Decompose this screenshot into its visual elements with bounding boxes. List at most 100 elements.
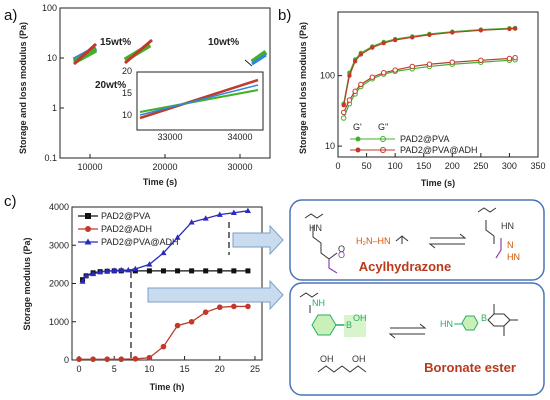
- annotation-arrow: [244, 59, 253, 67]
- panel-a-xtick-1: 20000: [152, 162, 177, 172]
- panel-a-xticks: 10000 20000 30000: [77, 154, 253, 172]
- panel-c-point-0: [175, 268, 181, 274]
- panel-c-xtick-3: 15: [180, 364, 190, 374]
- dioxaborinane-ring: [487, 304, 518, 336]
- panel-c-ylabel: Storage modulus (Pa): [22, 237, 32, 330]
- annotation-20wt: 20wt%: [95, 80, 126, 91]
- panel-c-xtick-4: 20: [215, 364, 225, 374]
- panel-a-ylabel: Storage and loss modulus (Pa): [18, 22, 28, 154]
- boronate-nh: NH: [312, 298, 325, 308]
- panel-b-chart: 10 100 0 50 100 150 200 250 300 350 Time (s) Sto…: [298, 11, 546, 188]
- panel-a-xtick-2: 30000: [227, 162, 252, 172]
- panel-b-point-1-g1: [381, 40, 386, 46]
- boronate-equilibrium-arrows: [388, 323, 427, 339]
- panel-b-point-1-g1: [507, 26, 512, 32]
- panel-c-yticks: 0 1000 2000 3000 4000: [49, 202, 76, 365]
- boronate-b-right: B: [481, 313, 487, 323]
- panel-c-ytick-4: 4000: [49, 202, 69, 212]
- panel-b-point-1-g2: [409, 63, 415, 70]
- panel-c-point-1: [188, 318, 195, 325]
- panel-c-point-2: [160, 249, 167, 256]
- panel-c-label: c): [4, 193, 17, 210]
- panel-c-xtick-0: 0: [77, 364, 82, 374]
- panel-a-label: a): [4, 7, 17, 24]
- panel-c-point-2: [125, 266, 132, 273]
- boronate-box: [289, 282, 545, 396]
- panel-b-point-1-g1: [347, 73, 352, 78]
- panel-c-point-2: [111, 267, 118, 273]
- panel-b-xtick-2: 100: [388, 161, 403, 171]
- panel-c-point-2: [90, 270, 97, 277]
- panel-b-point-1-g2: [512, 54, 518, 61]
- panel-c-point-2: [244, 207, 251, 214]
- panel-c-point-1: [90, 356, 96, 363]
- panel-a-xlabel: Time (s): [143, 177, 177, 187]
- panel-c-point-0: [245, 268, 251, 274]
- boronate-oh-left: OH: [353, 313, 367, 323]
- legend-marker-c-pva-adh: [84, 238, 92, 245]
- panel-c-ytick-2: 2000: [49, 279, 69, 289]
- acylhydrazone-box: [289, 199, 545, 281]
- panel-b-xtick-5: 250: [473, 161, 488, 171]
- panel-c-xtick-2: 10: [144, 364, 154, 374]
- panel-c-point-1: [231, 303, 237, 310]
- inset-ytick-20: 20: [122, 66, 132, 76]
- panel-c-point-2: [83, 272, 90, 279]
- panel-a-inset: 20 15 10 33000 34000: [122, 66, 264, 142]
- panel-c-point-2: [230, 209, 237, 215]
- panel-b-label: b): [278, 7, 291, 24]
- arrow-to-acylhydrazone: [232, 224, 284, 256]
- panel-b-ytick-0: 10: [325, 141, 335, 151]
- panel-b-point-1-g1: [478, 28, 484, 33]
- panel-b-point-1-g2: [341, 109, 347, 116]
- arrow-to-boronate: [147, 279, 284, 311]
- inset-xtick-33000: 33000: [157, 132, 182, 142]
- panel-b-legend: G' G'' PAD2@PVA PAD2@PVA@ADH: [350, 122, 477, 155]
- panel-c-point-2: [146, 261, 153, 267]
- panel-c-point-1: [118, 356, 125, 363]
- panel-c-xlabel: Time (h): [150, 382, 185, 392]
- panel-b-point-1-g2: [358, 81, 364, 88]
- inset-curve-green: [139, 89, 259, 113]
- acyl-o-left: O: [338, 244, 345, 254]
- acyl-nh-left: HN: [309, 223, 322, 233]
- panel-c-point-1: [160, 343, 167, 350]
- panel-b-ytick-1: 100: [320, 71, 335, 81]
- panel-b-xtick-0: 0: [335, 161, 340, 171]
- panel-b-point-1-g2: [381, 70, 387, 76]
- legend-marker-c-adh: [85, 226, 91, 232]
- panel-c-ytick-0: 0: [64, 355, 69, 365]
- panel-a-curves-10wt: [250, 49, 268, 66]
- panel-a-xtick-0: 10000: [77, 162, 102, 172]
- acyl-hn: HN: [507, 252, 520, 262]
- legend-label-c-pva-adh: PAD2@PVA@ADH: [101, 237, 178, 247]
- boronate-hn: HN: [440, 319, 453, 329]
- panel-c-point-0: [231, 268, 237, 274]
- panel-b-point-1-g2: [392, 67, 398, 73]
- legend-marker-adh-g1: [355, 147, 361, 153]
- panel-b-point-1-g1: [341, 103, 346, 108]
- panel-c-point-0: [160, 268, 166, 274]
- legend-gprime: G': [353, 122, 362, 132]
- panel-b-point-1-g1: [352, 59, 358, 64]
- panel-c-point-1: [76, 356, 82, 363]
- inset-ytick-15: 15: [122, 88, 132, 98]
- panel-b-xlabel: Time (s): [421, 178, 455, 188]
- legend-gdoubleprime: G'': [378, 122, 389, 132]
- inset-curve-blue: [139, 84, 259, 116]
- panel-b-point-1-g2: [346, 97, 353, 103]
- boronate-scheme: NH B OH HN B OH OH Boronate ester: [289, 282, 545, 396]
- panel-b-point-1-g2: [478, 57, 484, 64]
- panel-b-point-1-g2: [426, 61, 433, 67]
- legend-marker-pva-g2: [380, 136, 386, 142]
- legend-label-adh: PAD2@PVA@ADH: [400, 145, 477, 155]
- panel-a-curves-20wt: [123, 38, 153, 65]
- acyl-n: N: [507, 240, 514, 250]
- panel-c-point-0: [189, 268, 195, 274]
- panel-c-point-2: [132, 265, 139, 272]
- panel-b-xtick-7: 350: [530, 161, 545, 171]
- panel-c-xtick-5: 25: [250, 364, 260, 374]
- panel-b-yticks: 10 100: [320, 71, 342, 151]
- panel-a-yticks: 0.1 1 10 100: [42, 3, 64, 163]
